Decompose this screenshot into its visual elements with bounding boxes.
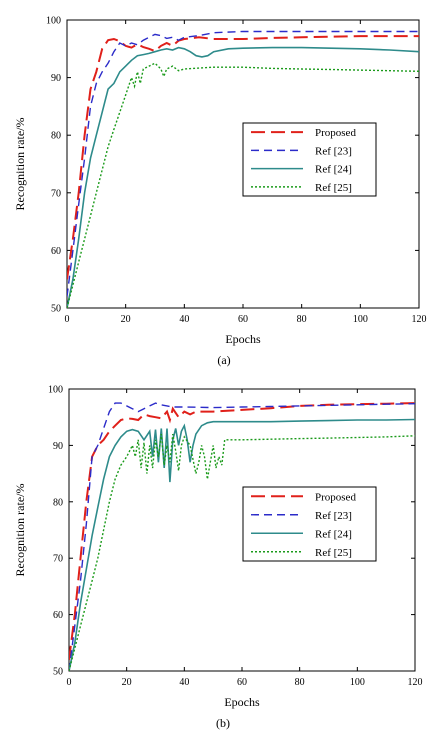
x-tick-label: 20 (121, 314, 131, 325)
y-tick-label: 60 (51, 246, 61, 257)
chart-panel-1: 50 60 70 80 90 100 0 20 40 60 80 100 120 Epochs Recogn… (13, 16, 427, 368)
legend-label: Proposed (315, 127, 356, 139)
legend-label: Ref [24] (315, 528, 352, 540)
x-tick-label: 40 (179, 314, 189, 325)
legend-label: Ref [23] (315, 510, 352, 522)
x-axis-label: Epochs (224, 695, 260, 709)
y-tick-label: 100 (46, 16, 61, 27)
x-tick-label: 0 (65, 314, 70, 325)
x-tick-label: 100 (350, 677, 365, 688)
series-line-ref-24 (69, 418, 415, 671)
legend: Proposed Ref [23] Ref [24] Ref [25] (242, 486, 377, 562)
series-line-ref-25 (67, 62, 419, 308)
y-tick-label: 80 (53, 497, 63, 508)
panel-caption: (a) (217, 353, 230, 367)
series-line-ref-25 (69, 433, 415, 671)
x-axis-label: Epochs (225, 332, 261, 346)
legend-label: Ref [24] (315, 164, 352, 176)
legend-label: Ref [25] (315, 547, 352, 559)
y-tick-label: 100 (48, 385, 63, 396)
series-line-proposed (69, 402, 415, 660)
y-tick-label: 60 (53, 610, 63, 621)
y-tick-label: 70 (51, 188, 61, 199)
legend-label: Ref [23] (315, 145, 352, 157)
x-tick-label: 0 (67, 677, 72, 688)
x-tick-label: 120 (412, 314, 427, 325)
x-tick-label: 80 (295, 677, 305, 688)
y-tick-label: 70 (53, 554, 63, 565)
legend-label: Ref [25] (315, 182, 352, 194)
y-tick-label: 90 (53, 441, 63, 452)
series-line-ref-23 (67, 30, 419, 297)
y-axis-label: Recognition rate/% (13, 484, 27, 577)
y-tick-label: 50 (53, 667, 63, 678)
x-tick-label: 40 (179, 677, 189, 688)
legend-label: Proposed (315, 491, 356, 503)
series-line-ref-23 (69, 402, 415, 671)
legend-box (242, 486, 377, 562)
legend-box (242, 122, 377, 197)
panel-caption: (b) (216, 716, 230, 730)
x-tick-label: 60 (238, 314, 248, 325)
x-tick-label: 60 (237, 677, 247, 688)
y-tick-label: 80 (51, 131, 61, 142)
y-tick-label: 90 (51, 73, 61, 84)
y-tick-label: 50 (51, 304, 61, 315)
y-axis-label: Recognition rate/% (13, 118, 27, 211)
series-line-ref-24 (67, 46, 419, 308)
legend: Proposed Ref [23] Ref [24] Ref [25] (242, 122, 377, 197)
x-tick-label: 80 (297, 314, 307, 325)
chart-panel-2: 50 60 70 80 90 100 0 20 40 60 80 100 120 Epochs Recogn… (13, 385, 423, 731)
x-tick-label: 20 (122, 677, 132, 688)
x-tick-label: 100 (353, 314, 368, 325)
x-tick-label: 120 (408, 677, 423, 688)
series-line-proposed (67, 35, 419, 280)
